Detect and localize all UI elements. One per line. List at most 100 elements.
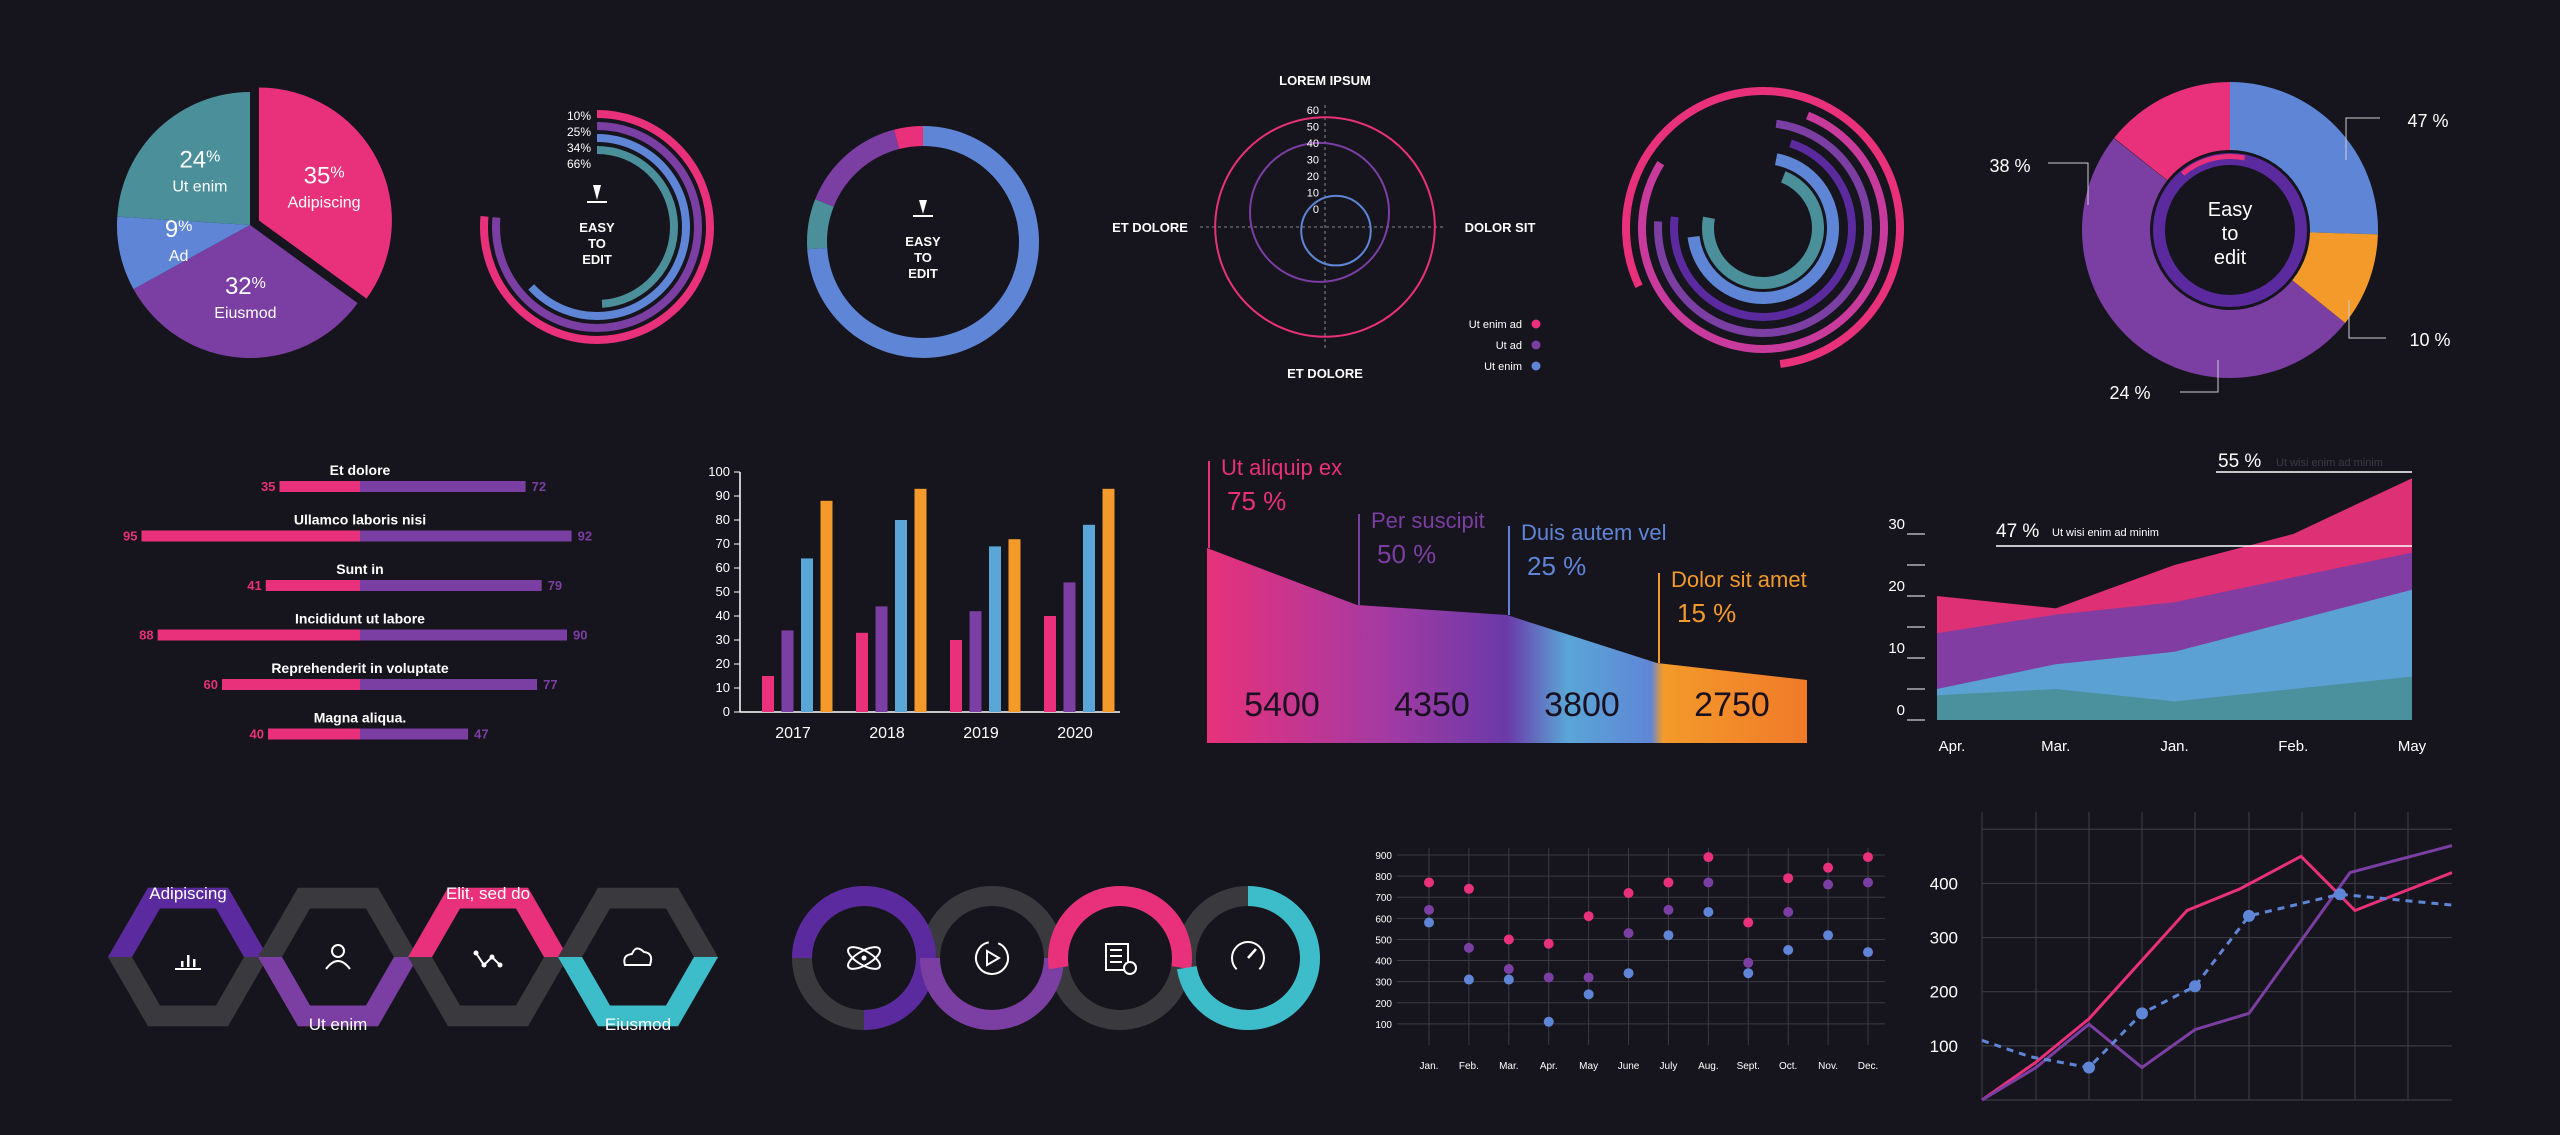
dot-plot-ytick-8: 900 xyxy=(1375,851,1392,862)
atom-icon xyxy=(847,946,881,970)
split-bar-right-1 xyxy=(360,530,572,542)
grouped-bar-3-2 xyxy=(1083,524,1095,712)
settings-list-icon-frame xyxy=(1105,943,1129,971)
funnel-value-2: 3800 xyxy=(1544,686,1620,724)
dot-plot-point-purple-1 xyxy=(1463,942,1474,953)
donut-callout-inner-accent xyxy=(2181,154,2246,176)
polar-title: LOREM IPSUM xyxy=(1279,73,1371,88)
line-chart-point-blue-6 xyxy=(2334,888,2346,901)
dot-plot-point-pink-5 xyxy=(1623,888,1634,898)
bar-chart-icon-bar-0 xyxy=(181,961,184,967)
stacked-area-category-0: Apr. xyxy=(1939,738,1966,755)
polar-tick-3: 30 xyxy=(1307,155,1319,167)
polar-legend-label-2: Ut enim xyxy=(1484,361,1522,373)
polar-label-right: DOLOR SIT xyxy=(1465,220,1536,235)
dot-plot-point-pink-6 xyxy=(1663,877,1674,888)
grouped-bar-ytick-3: 30 xyxy=(716,632,730,647)
stacked-area-blue xyxy=(1937,589,2412,720)
grouped-bar-0-2 xyxy=(801,558,813,712)
grouped-bar-category-3: 2020 xyxy=(1057,725,1093,742)
funnel-area xyxy=(1207,548,1807,743)
polar-label-bottom: ET DOLORE xyxy=(1287,366,1363,381)
line-chart-point-blue-3 xyxy=(2136,1007,2148,1020)
dot-plot-point-purple-10 xyxy=(1823,879,1834,890)
ring-row xyxy=(792,886,1320,1030)
funnel-title-3: Dolor sit amet xyxy=(1671,567,1807,592)
donut-slice-2 xyxy=(815,129,900,207)
grouped-bar-0-0 xyxy=(762,676,774,712)
grouped-bar-0-1 xyxy=(781,630,794,712)
stacked-area-ytick-4: 20 xyxy=(1888,578,1905,595)
pen-nib-icon xyxy=(919,200,927,214)
dot-plot-category-5: June xyxy=(1618,1061,1640,1072)
radial-label-2: 34% xyxy=(567,141,591,155)
grouped-bar-2-0 xyxy=(950,640,962,712)
dot-plot-category-7: Aug. xyxy=(1698,1061,1719,1072)
dot-plot-point-blue-11 xyxy=(1863,947,1873,958)
polar-tick-5: 10 xyxy=(1307,188,1319,200)
pie-percent-0: % xyxy=(330,164,344,181)
split-bar-label-4: Reprehenderit in voluptate xyxy=(271,660,449,676)
grouped-bar-1-1 xyxy=(875,606,888,712)
hexagon-label-0: Adipiscing xyxy=(149,884,227,903)
radial-arc-3 xyxy=(596,146,678,308)
split-bar-left-value-4: 60 xyxy=(204,677,218,692)
concentric-arc-2 xyxy=(1654,119,1872,337)
nodes-icon xyxy=(473,950,503,968)
polar-label-left: ET DOLORE xyxy=(1112,220,1188,235)
dot-plot-point-pink-7 xyxy=(1703,852,1714,863)
line-chart-point-blue-2 xyxy=(2083,1061,2095,1074)
grouped-bar-ytick-7: 70 xyxy=(716,536,730,551)
dot-plot-point-pink-3 xyxy=(1543,938,1554,949)
split-bar-right-2 xyxy=(360,580,542,591)
pie-label-3: Ut enim xyxy=(172,179,227,196)
pie-slice-0 xyxy=(258,87,392,299)
funnel-value-3: 2750 xyxy=(1694,686,1770,724)
settings-list-icon xyxy=(1105,943,1137,975)
split-bar-label-0: Et dolore xyxy=(330,462,391,478)
polar-circle-2 xyxy=(1300,194,1372,267)
dot-plot-ytick-7: 800 xyxy=(1375,872,1392,883)
donut-callout-label-1: 47 % xyxy=(2407,111,2448,131)
grouped-bar-ytick-10: 100 xyxy=(708,464,730,479)
hexagon-row: Adipiscing Ut enim Elit, sed do Eiusmod xyxy=(108,884,718,1034)
donut-slice-3 xyxy=(894,126,923,150)
dot-plot-category-10: Nov. xyxy=(1818,1061,1838,1072)
grouped-bar-ytick-8: 80 xyxy=(716,512,730,527)
dot-plot-point-purple-4 xyxy=(1583,972,1594,983)
stacked-area-category-2: Jan. xyxy=(2160,738,2188,755)
play-refresh-icon xyxy=(975,941,1009,975)
pie-label-1: Eiusmod xyxy=(214,305,276,322)
polar-tick-4: 20 xyxy=(1307,171,1319,183)
split-bar-left-0 xyxy=(279,481,360,492)
grouped-bar-1-2 xyxy=(895,520,907,712)
dot-plot-point-blue-5 xyxy=(1623,968,1634,979)
donut-callout-label-3: 24 % xyxy=(2109,383,2150,403)
grouped-bar-chart: 0 10 20 30 40 50 60 70 80 90 100 2017 2018 2019 2020 xyxy=(708,464,1120,742)
stacked-area-annotation-text-1: Ut wisi enim ad minim xyxy=(2276,457,2383,469)
bar-chart-icon xyxy=(175,955,201,970)
split-bar-left-value-3: 88 xyxy=(139,628,153,643)
dot-plot-chart: 100 200 300 400 500 600 700 800 900 Jan. Feb. Mar. A… xyxy=(1375,848,1885,1072)
dot-plot-point-blue-0 xyxy=(1424,917,1434,928)
dot-plot-point-blue-7 xyxy=(1703,907,1714,917)
dot-plot-point-blue-3 xyxy=(1543,1016,1554,1027)
pie-slice-1 xyxy=(133,225,358,359)
donut-callout-slice-2 xyxy=(2292,232,2378,323)
atom-icon-core xyxy=(861,955,867,961)
atom-icon-orbit-a xyxy=(847,946,881,970)
pie-label-0: Adipiscing xyxy=(288,194,361,211)
split-bar-right-value-2: 79 xyxy=(548,578,562,593)
user-icon xyxy=(325,944,351,970)
dot-plot-point-pink-8 xyxy=(1743,917,1754,928)
dot-plot-point-purple-8 xyxy=(1743,957,1754,968)
ring-arc-1 xyxy=(920,957,1064,1030)
polar-circle-1 xyxy=(1248,141,1391,283)
split-bar-left-value-1: 95 xyxy=(123,529,137,544)
stacked-area-ytick-6: 30 xyxy=(1888,516,1905,533)
split-bar-left-3 xyxy=(157,629,360,641)
dot-plot-point-blue-6 xyxy=(1663,930,1674,941)
split-bar-right-value-0: 72 xyxy=(532,479,546,494)
split-bar-right-value-4: 77 xyxy=(543,677,557,692)
